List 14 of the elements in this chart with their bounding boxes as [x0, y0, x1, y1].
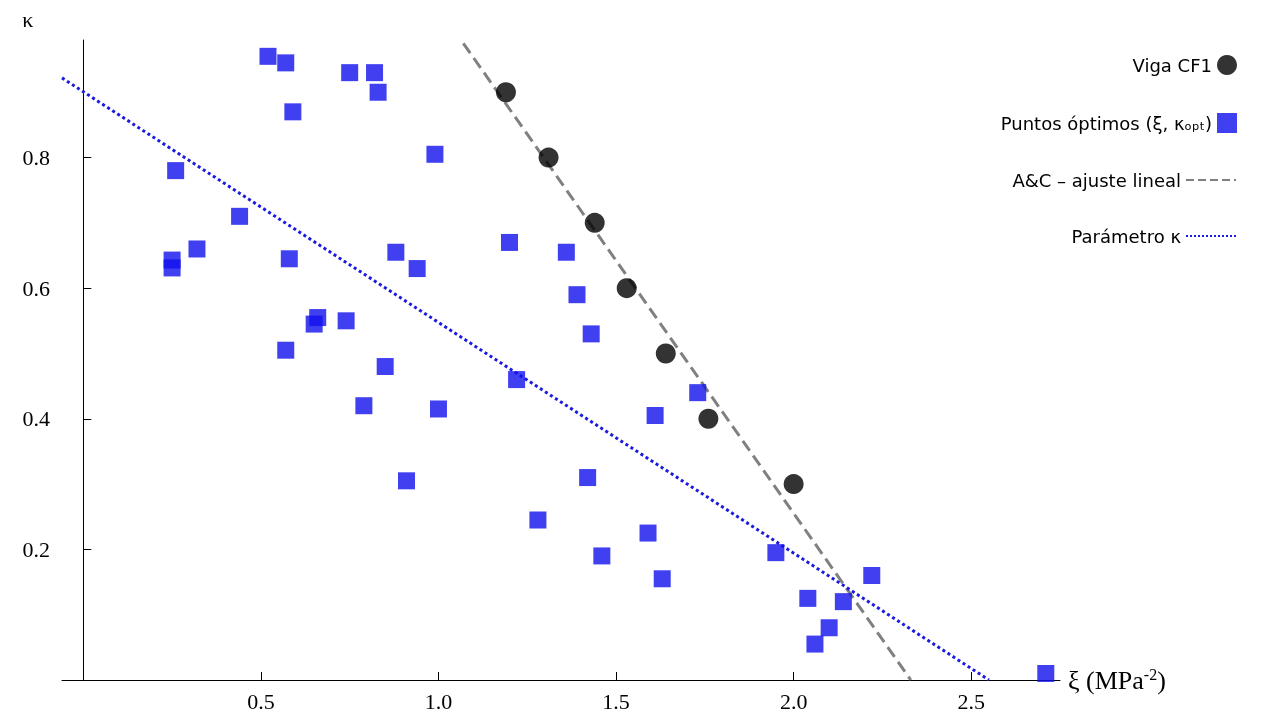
x-tick-label: 2.0 [779, 688, 808, 714]
y-tick-label: 0.8 [22, 145, 50, 171]
x-tick-label: 0.5 [247, 688, 275, 714]
y-tick-label: 0.2 [22, 536, 50, 562]
y-tick-label: 0.6 [22, 275, 50, 301]
legend-label: Parámetro κ [1071, 225, 1182, 247]
legend-label: A&C – ajuste lineal [1012, 169, 1181, 191]
y-axis-title: κ [22, 6, 34, 32]
x-tick-label: 1.5 [602, 688, 630, 714]
x-tick-label: 2.5 [957, 688, 985, 714]
y-tick-label: 0.4 [22, 406, 50, 432]
x-tick-label: 1.0 [424, 688, 453, 714]
legend-label: Puntos óptimos (ξ, κₒₚₜ) [1000, 112, 1212, 134]
legend-label: Viga CF1 [1132, 54, 1212, 76]
